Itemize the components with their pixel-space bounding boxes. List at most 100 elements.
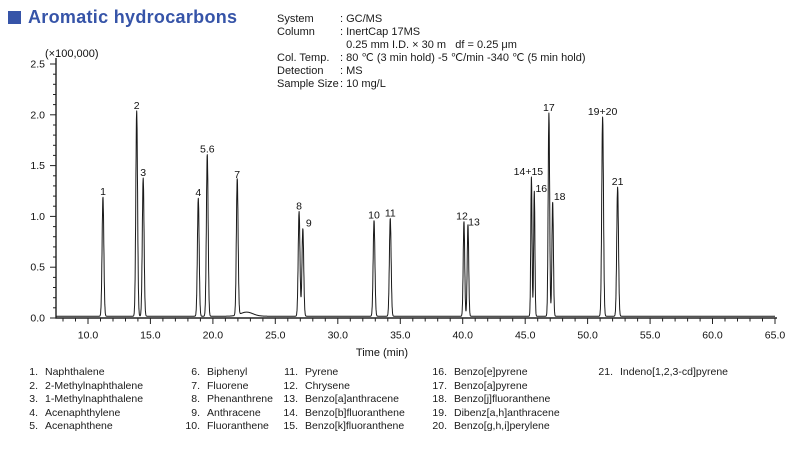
peak-label: 18 — [554, 191, 566, 203]
peak-label: 17 — [543, 102, 555, 114]
legend-item: 13. Benzo[a]anthracene — [274, 393, 405, 407]
legend-item-name: 1-Methylnaphthalene — [45, 393, 144, 405]
legend-item-number: 4. — [29, 406, 38, 419]
legend-item-name: Pyrene — [305, 366, 339, 378]
condition-label: Sample Size — [277, 78, 339, 90]
peak-label: 3 — [140, 167, 146, 179]
legend-item-name: Phenanthrene — [207, 393, 273, 405]
condition-value: : 80 ℃ (3 min hold) -5 ℃/min -340 ℃ (5 m… — [340, 52, 586, 64]
condition-row: Col. Temp. : 80 ℃ (3 min hold) -5 ℃/min -… — [277, 52, 586, 65]
legend-item-name: Benzo[a]anthracene — [305, 393, 399, 405]
x-tick-label: 60.0 — [702, 330, 723, 342]
legend-item-number: 18. — [432, 393, 447, 405]
legend-item-name: Chrysene — [305, 379, 350, 392]
legend-item: 2. 2-Methylnaphthalene — [14, 380, 143, 394]
legend-item: 14. Benzo[b]fluoranthene — [274, 406, 405, 421]
peak-label: 9 — [306, 218, 312, 230]
analysis-conditions: System : GC/MS Column: InertCap 17MS 0.25 … — [277, 13, 586, 91]
x-tick-label: 45.0 — [515, 330, 536, 342]
legend-item: 4. Acenaphthylene — [14, 407, 143, 421]
peak-label: 21 — [612, 176, 624, 188]
legend-item-number: 6. — [191, 366, 200, 378]
x-tick-label: 50.0 — [577, 330, 598, 342]
legend-item-name: Naphthalene — [45, 366, 105, 378]
legend-column: 11. Pyrene 12. Chrysene 13. Benzo[a]anthracen… — [274, 366, 405, 434]
peak-label: 8 — [296, 200, 302, 212]
peak-label: 2 — [134, 100, 140, 112]
legend-item-name: Acenaphthene — [45, 420, 113, 432]
legend-column: 16. Benzo[e]pyrene 17. Benzo[a]pyrene 18. Ben… — [423, 366, 560, 434]
legend-item-number: 12. — [283, 379, 298, 392]
y-tick-label: 0.5 — [30, 262, 45, 274]
legend-item: 6. Biphenyl — [176, 366, 273, 380]
condition-label: Col. Temp. — [277, 52, 330, 64]
legend-item-number: 17. — [432, 379, 447, 392]
legend-item-name: Benzo[e]pyrene — [454, 366, 528, 378]
legend-item-name: Fluoranthene — [207, 420, 269, 432]
x-tick-label: 10.0 — [78, 330, 99, 342]
legend-item-number: 15. — [283, 420, 298, 432]
legend-item-number: 21. — [598, 366, 613, 378]
peak-label: 16 — [535, 183, 547, 195]
legend-item-number: 20. — [432, 420, 447, 432]
peak-label: 10 — [368, 210, 380, 222]
legend-item: 16. Benzo[e]pyrene — [423, 366, 560, 380]
legend-item: 17. Benzo[a]pyrene — [423, 380, 560, 394]
legend-item-number: 14. — [283, 406, 298, 419]
condition-value: 0.25 mm I.D. × 30 m df = 0.25 μm — [340, 39, 517, 51]
condition-value: : MS — [340, 65, 363, 77]
legend-item-number: 8. — [191, 393, 200, 405]
condition-value: : 10 mg/L — [340, 78, 386, 90]
x-axis-title: Time (min) — [356, 347, 408, 359]
legend-item: 3. 1-Methylnaphthalene — [14, 393, 143, 407]
peak-label: 14+15 — [514, 166, 544, 178]
legend-item-number: 10. — [185, 420, 200, 432]
legend-item-number: 7. — [191, 379, 200, 392]
y-scale-note: (×100,000) — [45, 48, 99, 60]
peak-label: 1 — [100, 186, 106, 198]
condition-label: System — [277, 13, 314, 25]
legend-item-name: Fluorene — [207, 379, 249, 392]
legend-item-name: Dibenz[a,h]anthracene — [454, 406, 560, 419]
y-tick-label: 1.5 — [30, 160, 45, 172]
condition-row: Detection: MS — [277, 65, 586, 78]
chromatogram-trace — [56, 110, 775, 317]
legend-item: 7. Fluorene — [176, 380, 273, 394]
legend-item-name: Benzo[g,h,i]perylene — [454, 420, 550, 432]
y-tick-label: 0.0 — [30, 313, 45, 325]
peak-label: 19+20 — [588, 106, 618, 118]
condition-value: : GC/MS — [340, 13, 383, 25]
legend-item: 11. Pyrene — [274, 366, 405, 380]
legend-item-name: Benzo[b]fluoranthene — [305, 406, 405, 419]
peak-label: 12 — [456, 211, 468, 223]
condition-row: Column: InertCap 17MS — [277, 26, 586, 39]
legend-item-number: 5. — [29, 420, 38, 432]
legend-item-name: 2-Methylnaphthalene — [45, 379, 144, 392]
legend-item-name: Indeno[1,2,3-cd]pyrene — [620, 366, 728, 378]
legend-item: 10. Fluoranthene — [176, 420, 273, 434]
legend-column: 6. Biphenyl 7. Fluorene 8. Phenanthrene 9. Anth… — [176, 366, 273, 434]
x-tick-label: 55.0 — [640, 330, 661, 342]
x-tick-label: 30.0 — [328, 330, 349, 342]
y-tick-label: 2.5 — [30, 59, 45, 71]
x-tick-label: 65.0 — [765, 330, 786, 342]
legend-item-number: 19. — [432, 406, 447, 419]
legend-item-number: 1. — [29, 366, 38, 378]
legend-item-name: Anthracene — [207, 406, 261, 419]
legend-item-name: Benzo[k]fluoranthene — [305, 420, 405, 432]
legend-item-number: 11. — [284, 366, 298, 378]
legend-item-number: 3. — [29, 393, 38, 405]
legend-item: 18. Benzo[j]fluoranthene — [423, 393, 560, 407]
x-tick-label: 15.0 — [140, 330, 161, 342]
legend-item-name: Benzo[a]pyrene — [454, 379, 528, 392]
legend-item: 21. Indeno[1,2,3-cd]pyrene — [589, 366, 728, 380]
condition-row: System : GC/MS — [277, 13, 586, 26]
legend-item-number: 2. — [29, 379, 38, 392]
condition-value: : InertCap 17MS — [340, 26, 421, 38]
legend-item: 12. Chrysene — [274, 380, 405, 394]
condition-row: 0.25 mm I.D. × 30 m df = 0.25 μm — [277, 39, 586, 52]
legend-item-number: 13. — [283, 393, 298, 405]
legend-item-name: Acenaphthylene — [45, 406, 121, 419]
